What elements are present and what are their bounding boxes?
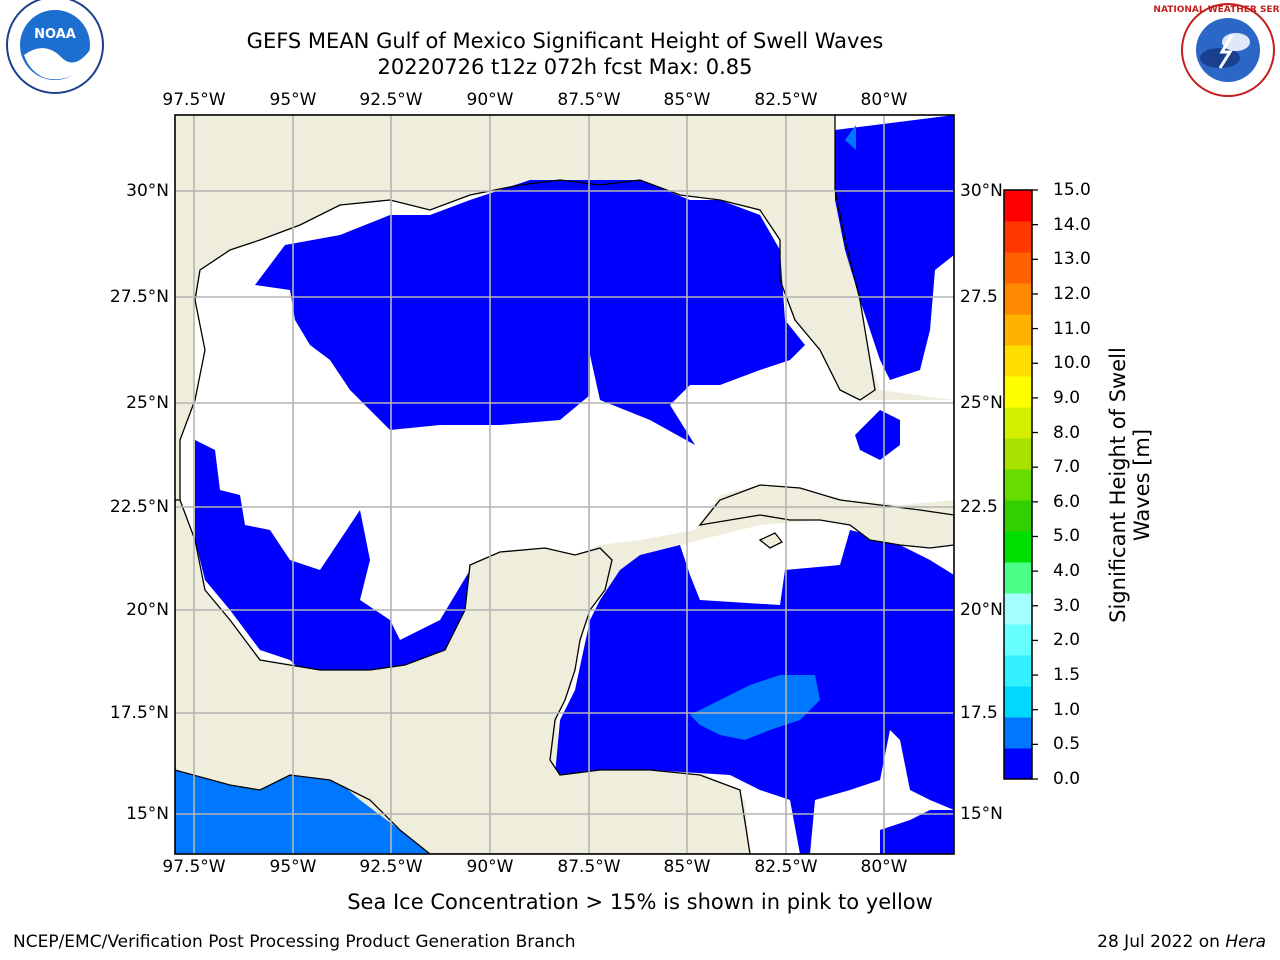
lon-tick-bottom: 97.5°W xyxy=(162,857,226,877)
colorbar-segment xyxy=(1004,686,1032,718)
nws-logo: NATIONAL WEATHER SERVICE xyxy=(1153,3,1280,97)
colorbar-label: 9.0 xyxy=(1053,387,1081,408)
lat-tick-left: 15°N xyxy=(126,804,169,824)
colorbar-label: 15.0 xyxy=(1053,180,1091,200)
map-frame xyxy=(174,114,955,855)
colorbar-segment xyxy=(1004,314,1032,346)
colorbar-label: 6.0 xyxy=(1053,491,1081,512)
colorbar-segment xyxy=(1004,438,1032,470)
colorbar-label: 0.5 xyxy=(1053,734,1081,755)
lat-tick-left: 27.5°N xyxy=(109,287,169,307)
colorbar-segment xyxy=(1004,655,1032,687)
colorbar-segment xyxy=(1004,376,1032,408)
graticule xyxy=(175,115,954,854)
colorbar-label: 8.0 xyxy=(1053,422,1081,443)
cuba xyxy=(698,484,954,549)
swell-atlantic xyxy=(835,115,954,380)
footer-date: 28 Jul 2022 on Hera xyxy=(1097,932,1266,952)
colorbar-segment xyxy=(1004,624,1032,656)
lon-tick-bottom: 82.5°W xyxy=(754,857,818,877)
colorbar-segment xyxy=(1004,345,1032,377)
colorbar-segment xyxy=(1004,407,1032,439)
svg-text:NATIONAL WEATHER SERVICE: NATIONAL WEATHER SERVICE xyxy=(1153,5,1280,15)
colorbar-label: 1.0 xyxy=(1053,699,1081,720)
lon-tick-top: 92.5°W xyxy=(359,90,423,110)
us-coastline xyxy=(179,115,876,500)
colorbar-segment xyxy=(1004,469,1032,501)
colorbar-label: 2.0 xyxy=(1053,630,1081,651)
chart-title: GEFS MEAN Gulf of Mexico Significant Hei… xyxy=(246,29,884,53)
lat-tick-right: 15°N xyxy=(960,804,1003,824)
colorbar-segment xyxy=(1004,283,1032,315)
lat-tick-right: 30°N xyxy=(960,181,1003,201)
lon-tick-top: 97.5°W xyxy=(162,90,226,110)
swell-western-gulf xyxy=(195,440,470,680)
lon-tick-top: 95°W xyxy=(269,90,317,110)
svg-text:NOAA: NOAA xyxy=(34,27,76,42)
lat-tick-right: 27.5 xyxy=(960,287,998,307)
colorbar-label: 3.0 xyxy=(1053,595,1081,616)
lat-tick-right: 17.5 xyxy=(960,703,998,723)
swell-east-patch xyxy=(855,410,900,460)
colorbar-label: 11.0 xyxy=(1053,318,1091,339)
chart-subtitle: 20220726 t12z 072h fcst Max: 0.85 xyxy=(377,55,753,79)
colorbar-label: 5.0 xyxy=(1053,526,1081,547)
lon-tick-bottom: 90°W xyxy=(466,857,514,877)
isle-of-youth xyxy=(758,532,783,549)
colorbar-segment xyxy=(1004,531,1032,563)
colorbar-label: 10.0 xyxy=(1053,353,1091,374)
colorbar-segment xyxy=(1004,748,1032,780)
colorbar-segment xyxy=(1004,717,1032,749)
lon-tick-top: 82.5°W xyxy=(754,90,818,110)
lon-tick-top: 80°W xyxy=(860,90,908,110)
colorbar-segment xyxy=(1004,500,1032,532)
colorbar-label: 1.5 xyxy=(1053,665,1081,686)
colorbar-title: Significant Height of Swell Waves [m] xyxy=(1106,347,1154,623)
colorbar-segment xyxy=(1004,190,1032,222)
lon-tick-top: 90°W xyxy=(466,90,514,110)
lat-tick-right: 25°N xyxy=(960,393,1003,413)
lat-tick-left: 22.5°N xyxy=(109,497,169,517)
lat-tick-right: 20°N xyxy=(960,600,1003,620)
lon-tick-bottom: 92.5°W xyxy=(359,857,423,877)
swell-northern-gulf xyxy=(255,180,805,445)
lon-tick-top: 85°W xyxy=(663,90,711,110)
colorbar-segment xyxy=(1004,221,1032,253)
colorbar-label: 0.0 xyxy=(1053,769,1081,789)
lon-tick-bottom: 87.5°W xyxy=(557,857,621,877)
colorbar-label: 7.0 xyxy=(1053,457,1081,478)
noaa-logo: NOAA xyxy=(6,0,104,94)
lat-tick-right: 22.5 xyxy=(960,497,998,517)
colorbar-label: 14.0 xyxy=(1053,214,1091,235)
lon-tick-bottom: 95°W xyxy=(269,857,317,877)
colorbar-label: 13.0 xyxy=(1053,249,1091,270)
colorbar-segment xyxy=(1004,593,1032,625)
lat-tick-left: 30°N xyxy=(126,181,169,201)
yucatan xyxy=(175,499,751,854)
lat-tick-left: 20°N xyxy=(126,600,169,620)
lon-tick-top: 87.5°W xyxy=(557,90,621,110)
colorbar-segment xyxy=(1004,252,1032,284)
pacific-ocean xyxy=(175,770,430,854)
colorbar-frame xyxy=(1003,189,1033,780)
lat-tick-left: 25°N xyxy=(126,393,169,413)
lon-tick-bottom: 85°W xyxy=(663,857,711,877)
map-plot xyxy=(175,115,954,854)
lat-tick-left: 17.5°N xyxy=(109,703,169,723)
swell-atlantic-mid xyxy=(845,125,856,150)
colorbar xyxy=(1003,189,1038,780)
sea-ice-caption: Sea Ice Concentration > 15% is shown in … xyxy=(347,890,933,914)
swell-caribbean-mid xyxy=(690,675,820,740)
colorbar-label: 12.0 xyxy=(1053,283,1091,304)
colorbar-segment xyxy=(1004,562,1032,594)
colorbar-label: 4.0 xyxy=(1053,561,1081,582)
footer-branch: NCEP/EMC/Verification Post Processing Pr… xyxy=(13,932,576,952)
lon-tick-bottom: 80°W xyxy=(860,857,908,877)
